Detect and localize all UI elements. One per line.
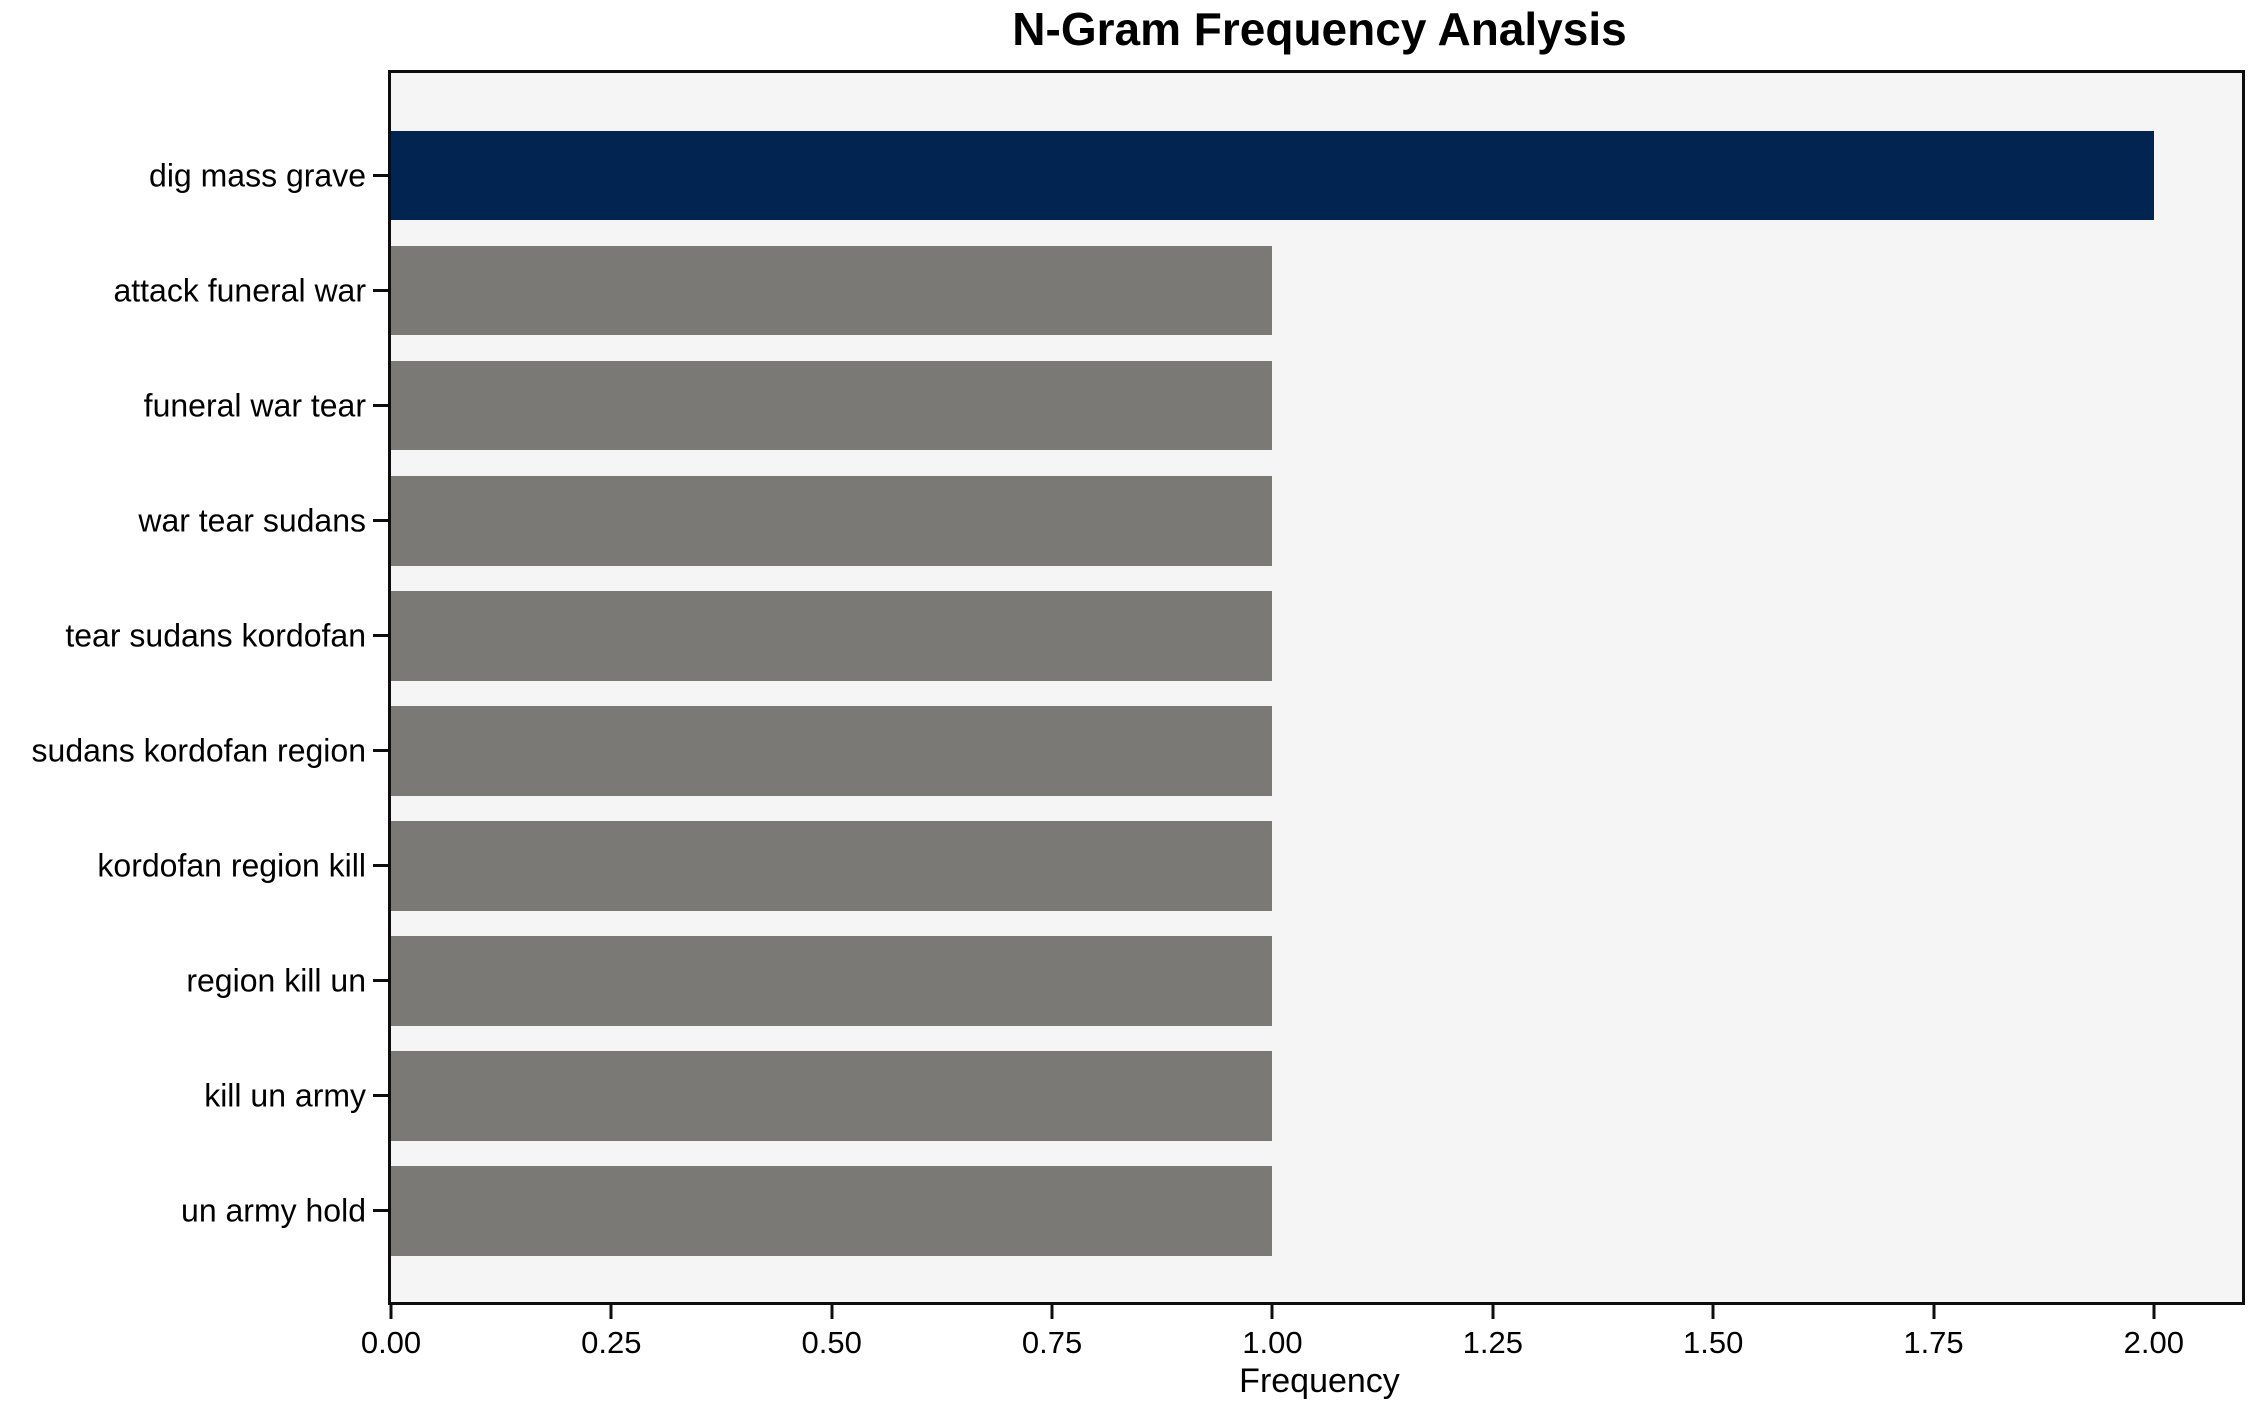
x-tick-mark	[1050, 1305, 1054, 1319]
x-tick-mark	[609, 1305, 613, 1319]
y-tick-label-attack-funeral-war: attack funeral war	[113, 272, 366, 309]
x-tick-label-2.00: 2.00	[2123, 1325, 2185, 1360]
y-tick-mark	[373, 1094, 388, 1098]
x-tick-mark	[389, 1305, 393, 1319]
y-tick-label-kordofan-region-kill: kordofan region kill	[97, 847, 366, 884]
y-tick-mark	[373, 634, 388, 638]
bar-kordofan-region-kill	[391, 821, 1273, 911]
bar-tear-sudans-kordofan	[391, 590, 1273, 681]
bar-dig-mass-grave	[391, 130, 2154, 221]
y-tick-label-war-tear-sudans: war tear sudans	[138, 502, 366, 539]
bar-attack-funeral-war	[391, 245, 1273, 336]
bar-sudans-kordofan-region	[391, 705, 1273, 796]
y-tick-mark	[373, 979, 388, 983]
y-tick-label-tear-sudans-kordofan: tear sudans kordofan	[65, 617, 366, 654]
bar-un-army-hold	[391, 1166, 1273, 1256]
y-tick-label-funeral-war-tear: funeral war tear	[143, 387, 366, 424]
x-tick-label-0.25: 0.25	[581, 1325, 642, 1360]
plot-area	[388, 70, 2245, 1305]
bar-war-tear-sudans	[391, 475, 1273, 566]
y-axis-tick-marks	[373, 70, 388, 1305]
y-tick-mark	[373, 749, 388, 753]
x-tick-mark	[1711, 1305, 1715, 1319]
x-tick-label-1.75: 1.75	[1903, 1325, 1964, 1360]
x-tick-mark	[2152, 1305, 2156, 1319]
y-tick-label-sudans-kordofan-region: sudans kordofan region	[31, 732, 366, 769]
y-tick-mark	[373, 174, 388, 178]
y-tick-label-dig-mass-grave: dig mass grave	[149, 157, 366, 194]
chart-title: N-Gram Frequency Analysis	[1012, 3, 1627, 55]
x-tick-mark	[1932, 1305, 1935, 1319]
x-tick-label-0.50: 0.50	[801, 1325, 862, 1360]
x-tick-label-1.25: 1.25	[1462, 1325, 1523, 1360]
x-tick-label-0.00: 0.00	[360, 1325, 422, 1360]
y-tick-mark	[373, 1209, 388, 1213]
bar-region-kill-un	[391, 936, 1273, 1026]
x-tick-mark	[830, 1305, 834, 1319]
bar-funeral-war-tear	[391, 360, 1273, 451]
x-axis-label: Frequency	[1239, 1362, 1400, 1400]
y-axis-labels: dig mass grave attack funeral war funeral …	[0, 70, 366, 1305]
y-tick-label-region-kill-un: region kill un	[186, 962, 366, 999]
x-tick-mark	[1270, 1305, 1274, 1319]
x-axis: 0.00 0.25 0.50 0.75 1.00 1.25 1.50 1.75 2.00	[361, 1305, 2242, 1405]
x-tick-label-1.50: 1.50	[1682, 1325, 1744, 1360]
x-tick-mark	[1491, 1305, 1495, 1319]
y-tick-mark	[373, 519, 388, 523]
y-tick-mark	[373, 289, 388, 293]
y-tick-mark	[373, 864, 388, 868]
y-tick-mark	[373, 404, 388, 408]
x-tick-label-1.00: 1.00	[1242, 1325, 1303, 1360]
x-tick-label-0.75: 0.75	[1021, 1325, 1083, 1360]
y-tick-label-un-army-hold: un army hold	[181, 1192, 366, 1229]
bar-kill-un-army	[391, 1051, 1273, 1141]
y-tick-label-kill-un-army: kill un army	[204, 1077, 366, 1114]
